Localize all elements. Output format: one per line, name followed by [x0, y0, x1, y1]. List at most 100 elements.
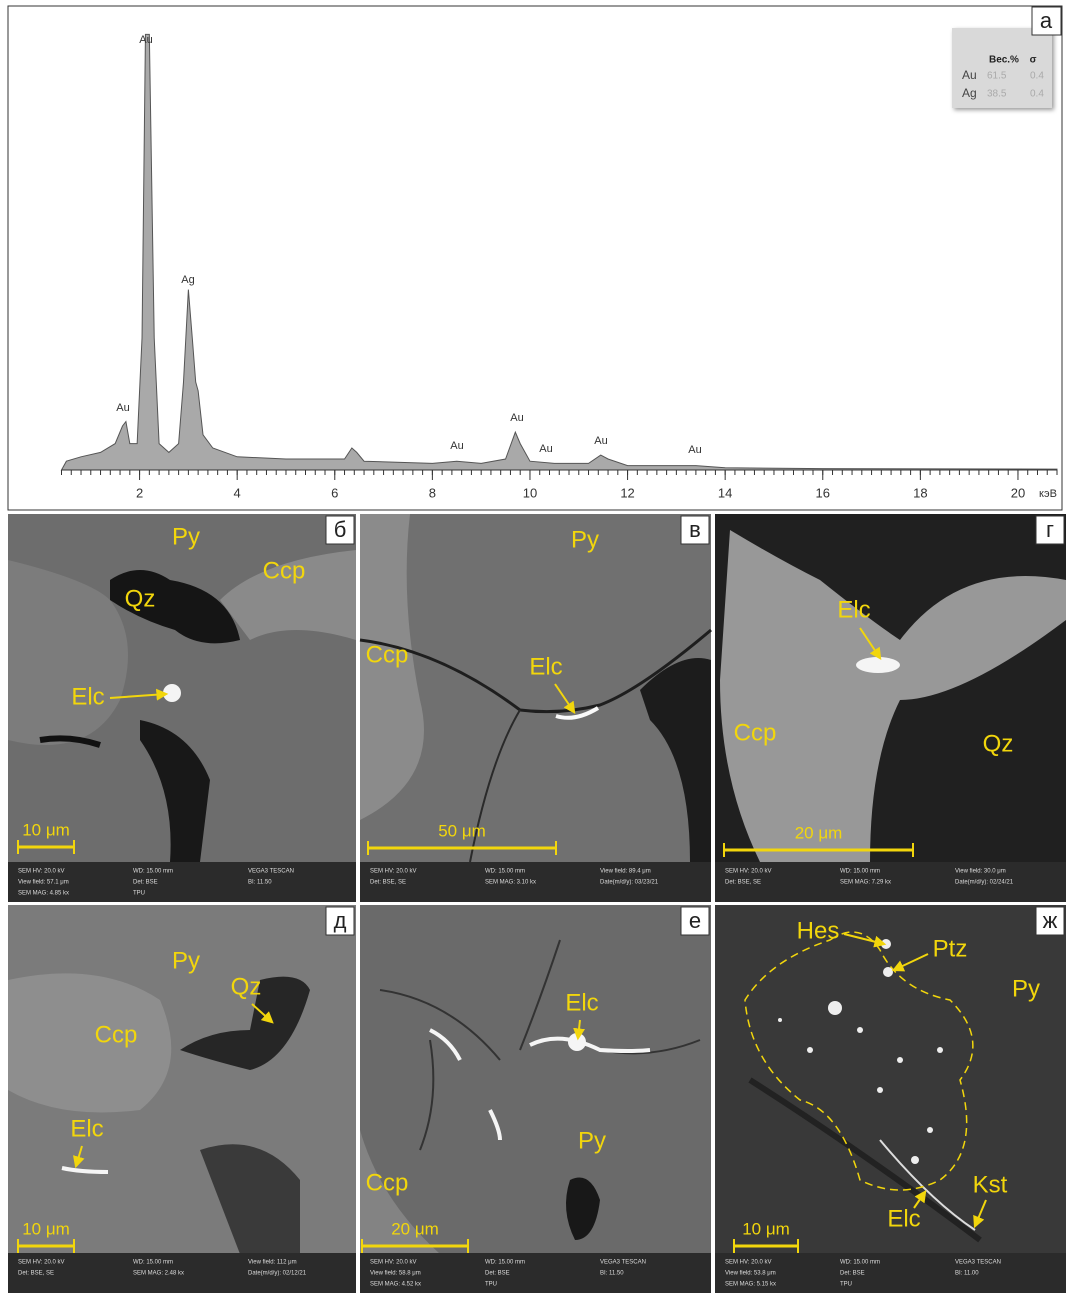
- x-unit: кэВ: [1039, 488, 1057, 500]
- sem-info: BI: 11.50: [600, 1271, 624, 1277]
- mineral-label: Elc: [565, 989, 598, 1016]
- sem-info: VEGA3 TESCAN: [955, 1260, 1001, 1266]
- sem-info: SEM MAG: 4.52 kx: [370, 1282, 421, 1288]
- x-tick-label: 8: [429, 485, 436, 500]
- scale-bar-label: 20 μm: [391, 1219, 439, 1238]
- x-tick-label: 12: [620, 485, 634, 500]
- x-tick-label: 20: [1011, 485, 1025, 500]
- sem-image: [715, 514, 1066, 862]
- table-header: σ: [1030, 55, 1037, 66]
- sem-image: [715, 905, 1066, 1254]
- table-cell: 61.5: [987, 71, 1007, 82]
- sem-info: View field: 57.1 μm: [18, 880, 69, 886]
- sem-info: View field: 89.4 μm: [600, 869, 651, 875]
- sem-info: Det: BSE, SE: [370, 880, 406, 886]
- x-tick-label: 14: [718, 485, 732, 500]
- sem-info: Date(m/d/y): 03/23/21: [600, 880, 659, 886]
- sem-info: View field: 112 μm: [248, 1260, 297, 1266]
- table-header: Вес.%: [989, 55, 1019, 66]
- panel-letter: г: [1046, 517, 1054, 542]
- sem-info: TPU: [840, 1282, 852, 1288]
- x-tick-label: 16: [816, 485, 830, 500]
- sem-info: WD: 15.00 mm: [485, 1260, 525, 1266]
- sem-info: WD: 15.00 mm: [133, 1260, 173, 1266]
- sem-info: SEM MAG: 7.29 kx: [840, 880, 891, 886]
- mineral-label: Qz: [231, 973, 262, 1000]
- sem-info: View field: 58.8 μm: [370, 1271, 421, 1277]
- mineral-label: Ccp: [734, 719, 777, 746]
- peak-label: Au: [139, 34, 152, 46]
- sem-info: WD: 15.00 mm: [840, 1260, 880, 1266]
- panel-letter: а: [1040, 8, 1053, 33]
- scale-bar-label: 10 μm: [22, 820, 70, 839]
- panel-frame: [8, 6, 1062, 510]
- sem-info: Det: BSE: [485, 1271, 510, 1277]
- table-cell: 38.5: [987, 89, 1007, 100]
- sem-info: Date(m/d/y): 02/24/21: [955, 880, 1014, 886]
- peak-label: Ag: [181, 274, 194, 286]
- mineral-label: Py: [172, 523, 200, 550]
- sem-info: SEM MAG: 5.15 kx: [725, 1282, 776, 1288]
- mineral-label: Py: [571, 526, 599, 553]
- sem-info: WD: 15.00 mm: [485, 869, 525, 875]
- scale-bar-label: 20 μm: [795, 823, 843, 842]
- sem-info: Det: BSE: [840, 1271, 865, 1277]
- sem-info: SEM HV: 20.0 kV: [725, 1260, 771, 1266]
- mineral-label: Qz: [125, 585, 156, 612]
- mineral-label: Ccp: [95, 1021, 138, 1048]
- sem-info: View field: 30.0 μm: [955, 869, 1006, 875]
- table-cell: Au: [962, 68, 977, 82]
- sem-image: [360, 905, 711, 1254]
- mineral-label: Qz: [983, 730, 1014, 757]
- table-cell: 0.4: [1030, 89, 1044, 100]
- scale-bar-label: 10 μm: [22, 1219, 70, 1238]
- sem-info: BI: 11.50: [248, 880, 272, 886]
- panel-letter: ж: [1043, 908, 1058, 933]
- panel-letter: б: [334, 517, 347, 542]
- sem-info: WD: 15.00 mm: [133, 869, 173, 875]
- x-tick-label: 10: [523, 485, 537, 500]
- panel-letter: е: [689, 908, 701, 933]
- x-tick-label: 18: [913, 485, 927, 500]
- sem-info: Date(m/d/y): 02/12/21: [248, 1271, 307, 1277]
- table-cell: 0.4: [1030, 71, 1044, 82]
- mineral-label: Hes: [797, 917, 840, 944]
- mineral-label: Elc: [71, 683, 104, 710]
- sem-info: Det: BSE, SE: [725, 880, 761, 886]
- sem-info: View field: 53.8 μm: [725, 1271, 776, 1277]
- table-cell: Ag: [962, 86, 977, 100]
- x-tick-label: 2: [136, 485, 143, 500]
- sem-info: VEGA3 TESCAN: [248, 869, 294, 875]
- sem-info: Det: BSE, SE: [18, 1271, 54, 1277]
- mineral-label: Elc: [837, 596, 870, 623]
- x-tick-label: 4: [234, 485, 241, 500]
- mineral-label: Ccp: [366, 1169, 409, 1196]
- scale-bar-label: 50 μm: [438, 821, 486, 840]
- peak-label: Au: [688, 444, 701, 456]
- sem-info: SEM MAG: 3.10 kx: [485, 880, 536, 886]
- peak-label: Au: [539, 443, 552, 455]
- peak-label: Au: [594, 435, 607, 447]
- peak-label: Au: [450, 440, 463, 452]
- figure: 2 4 6 8 10 12 14 16 18 20 кэВ Au Ag Au Au Au Au Au Au а Вес.…: [0, 0, 1066, 1294]
- mineral-label: Elc: [887, 1205, 920, 1232]
- sem-info: SEM HV: 20.0 kV: [18, 869, 64, 875]
- mineral-label: Elc: [529, 653, 562, 680]
- sem-info: SEM HV: 20.0 kV: [18, 1260, 64, 1266]
- sem-image: [360, 514, 711, 862]
- sem-info: BI: 11.00: [955, 1271, 979, 1277]
- mineral-label: Ccp: [263, 557, 306, 584]
- scale-bar-label: 10 μm: [742, 1219, 790, 1238]
- sem-info: SEM MAG: 2.48 kx: [133, 1271, 184, 1277]
- peak-label: Au: [510, 412, 523, 424]
- mineral-label: Py: [578, 1127, 606, 1154]
- mineral-label: Py: [1012, 975, 1040, 1002]
- panel-letter: д: [334, 908, 347, 933]
- mineral-label: Elc: [70, 1115, 103, 1142]
- sem-info: SEM HV: 20.0 kV: [725, 869, 771, 875]
- sem-info: TPU: [133, 891, 145, 897]
- x-tick-label: 6: [331, 485, 338, 500]
- peak-label: Au: [116, 402, 129, 414]
- mineral-label: Ccp: [366, 641, 409, 668]
- sem-info: WD: 15.00 mm: [840, 869, 880, 875]
